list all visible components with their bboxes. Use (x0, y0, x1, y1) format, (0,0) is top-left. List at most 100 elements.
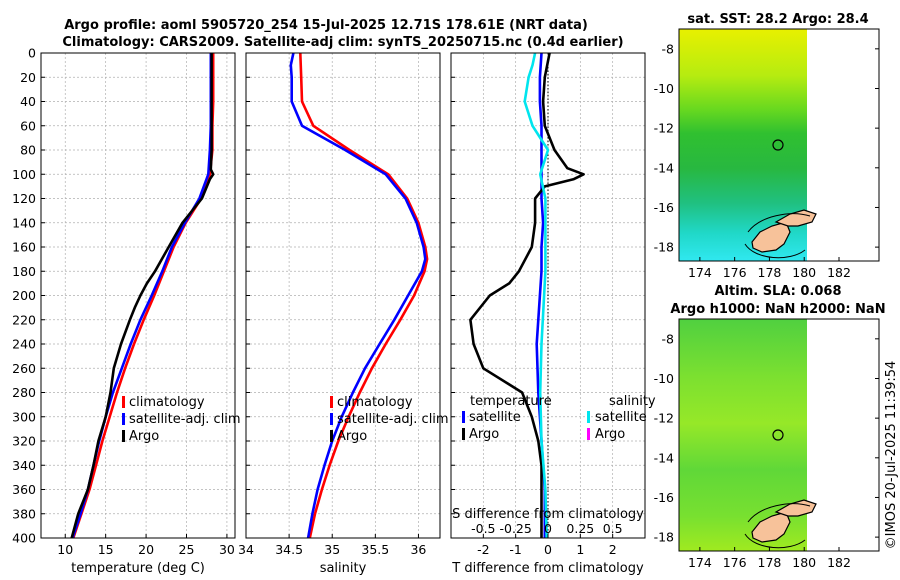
legend-swatch-satellite (330, 413, 333, 425)
sla-map-axes: 174 176 178 180 182 -8 -10 -12 -14 -16 -18 (654, 331, 879, 570)
map-x-tick-label: 182 (827, 265, 851, 280)
map-y-tick-label: -10 (654, 371, 674, 386)
map-y-tick-label: -18 (654, 530, 674, 545)
s-tick-label: 0.25 (566, 521, 594, 536)
legend-title-temperature: temperature (470, 394, 552, 409)
reef-outline (744, 213, 811, 259)
sla-map-frame (678, 318, 880, 552)
map-y-tick-label: -14 (654, 450, 674, 465)
series-line-climatology (299, 52, 429, 539)
y-tick-label: 60 (20, 118, 36, 133)
legend-label-t-satellite: satellite (469, 410, 521, 425)
x-tick-label: 35.5 (361, 542, 389, 557)
y-tick-label: 320 (12, 434, 36, 449)
fiji-viti-levu (751, 511, 791, 543)
map-y-tick-label: -14 (654, 160, 674, 175)
y-tick-label: 260 (12, 361, 36, 376)
y-tick-label: 120 (12, 191, 36, 206)
x-tick-label: 25 (179, 542, 195, 557)
legend-label-climatology: climatology (337, 395, 413, 410)
y-tick-label: 200 (12, 288, 36, 303)
series-line-t-argo (469, 52, 585, 538)
x-tick-label: -1 (509, 542, 521, 557)
salinity-legend: climatology satellite-adj. clim Argo (330, 395, 449, 444)
figure-title-line2: Climatology: CARS2009. Satellite-adj cli… (62, 35, 623, 50)
map-x-tick-label: 174 (688, 555, 712, 570)
x-tick-label: 0 (544, 542, 552, 557)
legend-swatch-climatology (330, 396, 333, 408)
y-tick-label: 180 (12, 264, 36, 279)
y-tick-label: 380 (12, 506, 36, 521)
temperature-panel: 10 15 20 25 30020406080100120140160180200220… (12, 46, 236, 576)
x-tick-label: 20 (138, 542, 154, 557)
legend-label-t-argo: Argo (469, 427, 499, 442)
imos-watermark: ©IMOS 20-Jul-2025 11:39:54 (884, 361, 899, 550)
legend-swatch-t-argo (462, 428, 465, 440)
sst-map: sat. SST: 28.2 Argo: 28.4 174 176 178 180 18… (654, 12, 880, 280)
x-axis-label: T difference from climatology (451, 561, 644, 576)
figure-title-line1: Argo profile: aoml 5905720_254 15-Jul-20… (64, 18, 588, 33)
map-y-tick-label: -10 (654, 81, 674, 96)
map-y-tick-label: -12 (654, 121, 674, 136)
sst-map-title: sat. SST: 28.2 Argo: 28.4 (687, 12, 868, 27)
map-y-tick-label: -16 (654, 200, 674, 215)
y-tick-label: 400 (12, 531, 36, 546)
x-tick-label: 2 (609, 542, 617, 557)
map-x-tick-label: 182 (827, 555, 851, 570)
y-tick-label: 360 (12, 482, 36, 497)
x-tick-label: -2 (477, 542, 489, 557)
legend-swatch-s-satellite (587, 411, 590, 423)
y-tick-label: 340 (12, 458, 36, 473)
sla-map-title-line1: Altim. SLA: 0.068 (715, 284, 842, 299)
map-x-tick-label: 174 (688, 265, 712, 280)
series-line-satellite-adj-clim (289, 52, 427, 539)
legend-label-climatology: climatology (129, 395, 205, 410)
map-x-tick-label: 180 (792, 265, 816, 280)
y-tick-label: 20 (20, 70, 36, 85)
y-tick-label: 40 (20, 94, 36, 109)
x-tick-label: 34.5 (275, 542, 303, 557)
x-axis-label: temperature (deg C) (71, 561, 205, 576)
y-tick-label: 160 (12, 240, 36, 255)
legend-label-s-satellite: satellite (595, 410, 647, 425)
s-tick-label: -0.25 (499, 521, 531, 536)
series-line-argo (70, 53, 215, 539)
y-tick-label: 100 (12, 167, 36, 182)
s-tick-label: 0 (544, 521, 552, 536)
s-tick-label: 0.5 (603, 521, 623, 536)
argo-float-marker (772, 429, 784, 441)
legend-swatch-argo (330, 430, 333, 442)
x-tick-label: 1 (576, 542, 584, 557)
difference-legend: temperature salinity satellite Argo sate… (462, 394, 656, 442)
series-line-s-satellite (523, 52, 550, 539)
s-tick-label: -0.5 (471, 521, 495, 536)
salinity-panel: 34 34.5 35 35.5 36 salinity (238, 52, 441, 576)
x-tick-label: 34 (238, 542, 254, 557)
x-axis-label: salinity (320, 561, 367, 576)
map-x-tick-label: 176 (723, 555, 747, 570)
x-tick-label: 35 (324, 542, 340, 557)
reef-outline (744, 503, 811, 549)
map-x-tick-label: 180 (792, 555, 816, 570)
x-tick-label: 36 (410, 542, 426, 557)
sla-map-title-line2: Argo h1000: NaN h2000: NaN (670, 302, 885, 317)
legend-swatch-satellite (122, 413, 125, 425)
y-tick-label: 300 (12, 409, 36, 424)
y-tick-label: 280 (12, 385, 36, 400)
map-x-tick-label: 176 (723, 265, 747, 280)
difference-panel: -2 -1 0 1 2 T difference from climatology S di… (450, 52, 646, 576)
map-y-tick-label: -16 (654, 490, 674, 505)
legend-swatch-argo (122, 430, 125, 442)
legend-swatch-climatology (122, 396, 125, 408)
legend-title-salinity: salinity (609, 394, 656, 409)
legend-label-satellite: satellite-adj. clim (129, 412, 241, 427)
sst-map-axes: 174 176 178 180 182 -8 -10 -12 -14 -16 -18 (654, 41, 879, 280)
map-y-tick-label: -8 (662, 331, 675, 346)
y-tick-label: 140 (12, 215, 36, 230)
legend-label-argo: Argo (129, 429, 159, 444)
y-tick-label: 0 (28, 46, 36, 61)
sla-map: Altim. SLA: 0.068 Argo h1000: NaN h2000:… (654, 284, 886, 570)
legend-label-satellite: satellite-adj. clim (337, 412, 449, 427)
y-tick-label: 240 (12, 337, 36, 352)
